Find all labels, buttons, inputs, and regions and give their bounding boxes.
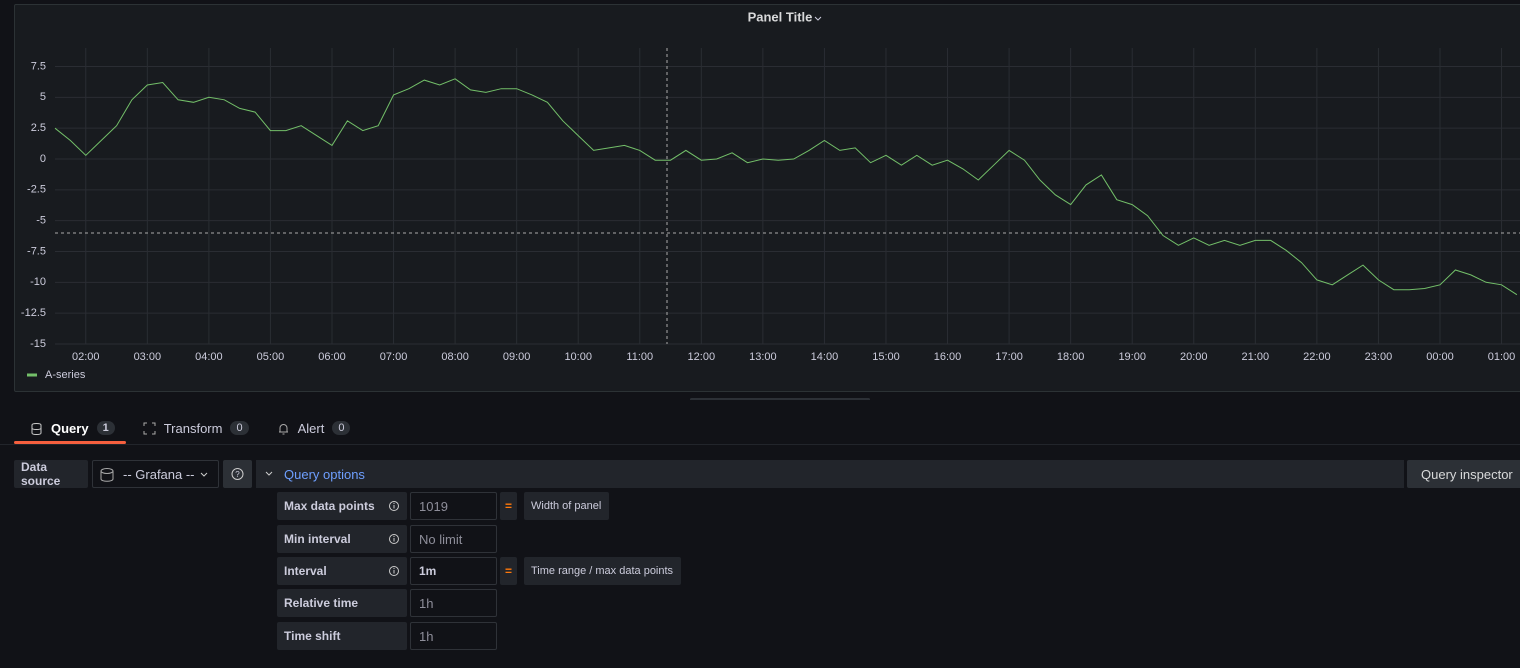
y-tick-label: -12.5 — [21, 307, 46, 319]
x-tick-label: 05:00 — [257, 351, 285, 363]
y-tick-label: -5 — [36, 215, 46, 227]
y-tick-label: -10 — [30, 276, 46, 288]
x-tick-label: 09:00 — [503, 351, 531, 363]
tab-label: Transform — [163, 420, 223, 436]
query-inspector-button[interactable]: Query inspector — [1407, 460, 1520, 488]
x-tick-label: 23:00 — [1365, 351, 1393, 363]
legend-swatch — [27, 373, 37, 377]
chart: Panel Title -15 -12.5 -10 -7.5 -5 -2.5 0 2.5 5 7.… — [21, 9, 1520, 400]
query-inspector-label: Query inspector — [1421, 466, 1513, 482]
x-tick-label: 10:00 — [564, 351, 592, 363]
tab-count: 0 — [230, 421, 249, 435]
tab[interactable]: Query 1 — [14, 418, 129, 438]
equals-sign: = — [500, 557, 517, 585]
data-source-label: Data source — [14, 460, 88, 488]
x-tick-label: 20:00 — [1180, 351, 1208, 363]
x-tick-label: 15:00 — [872, 351, 900, 363]
y-tick-label: -2.5 — [27, 184, 46, 196]
x-tick-label: 06:00 — [318, 351, 346, 363]
option-input[interactable]: 1h — [410, 589, 497, 617]
chart-title[interactable]: Panel Title — [748, 9, 813, 24]
option-input[interactable]: 1h — [410, 622, 497, 650]
equals-sign: = — [500, 492, 517, 520]
x-tick-label: 12:00 — [688, 351, 716, 363]
x-tick-label: 08:00 — [441, 351, 469, 363]
title-caret — [814, 16, 822, 21]
x-tick-label: 01:00 — [1488, 351, 1516, 363]
y-tick-label: 5 — [40, 91, 46, 103]
option-note: Time range / max data points — [524, 557, 682, 585]
x-tick-label: 17:00 — [995, 351, 1023, 363]
tabs: Query 1 Transform 0 Alert 0 — [14, 418, 364, 438]
tab-label: Alert — [297, 420, 325, 436]
x-tick-label: 02:00 — [72, 351, 100, 363]
collapse-caret — [265, 471, 273, 476]
option-label: Time shift — [277, 622, 407, 650]
x-tick-label: 00:00 — [1426, 351, 1454, 363]
x-tick-label: 04:00 — [195, 351, 223, 363]
info-icon — [389, 501, 399, 511]
info-icon — [389, 566, 399, 576]
x-tick-label: 11:00 — [626, 351, 653, 363]
info-icon — [389, 534, 399, 544]
x-tick-label: 21:00 — [1242, 351, 1270, 363]
option-input[interactable]: No limit — [410, 525, 497, 553]
svg-text:?: ? — [235, 470, 240, 479]
option-label: Max data points — [277, 492, 407, 520]
x-tick-label: 19:00 — [1118, 351, 1146, 363]
series-line — [54, 78, 1518, 296]
option-input[interactable]: 1m — [410, 557, 497, 585]
y-tick-label: 2.5 — [31, 122, 46, 134]
tab[interactable]: Transform 0 — [129, 418, 263, 438]
x-tick-label: 22:00 — [1303, 351, 1331, 363]
legend-label: A-series — [45, 369, 86, 381]
y-tick-label: -7.5 — [27, 245, 46, 257]
x-tick-label: 16:00 — [934, 351, 962, 363]
resize-handle[interactable] — [690, 398, 870, 400]
option-label: Interval — [277, 557, 407, 585]
option-note: Width of panel — [524, 492, 610, 520]
y-tick-label: 7.5 — [31, 60, 46, 72]
divider — [0, 444, 1520, 445]
tab-count: 1 — [96, 421, 115, 435]
option-input[interactable]: 1019 — [410, 492, 497, 520]
x-tick-label: 14:00 — [811, 351, 839, 363]
x-tick-label: 07:00 — [380, 351, 408, 363]
panel — [14, 4, 1520, 392]
y-tick-label: 0 — [40, 153, 46, 165]
tab-icon — [143, 422, 156, 434]
tab-count: 0 — [332, 421, 351, 435]
option-label: Min interval — [277, 525, 407, 553]
ds-icons — [100, 468, 208, 482]
query-options-header[interactable]: Query options — [256, 460, 1404, 488]
option-label: Relative time — [277, 589, 407, 617]
tab[interactable]: Alert 0 — [263, 418, 365, 438]
tab-label: Query — [51, 420, 89, 436]
tab-icon — [278, 423, 288, 434]
x-tick-label: 13:00 — [749, 351, 777, 363]
tab-icon — [31, 422, 42, 435]
y-tick-label: -15 — [30, 338, 46, 350]
help-button[interactable]: ? — [223, 460, 252, 488]
x-tick-label: 03:00 — [134, 351, 162, 363]
x-tick-label: 18:00 — [1057, 351, 1085, 363]
query-options-title: Query options — [284, 466, 365, 482]
data-source-value: -- Grafana -- — [123, 466, 195, 482]
tab-underline — [14, 441, 126, 444]
